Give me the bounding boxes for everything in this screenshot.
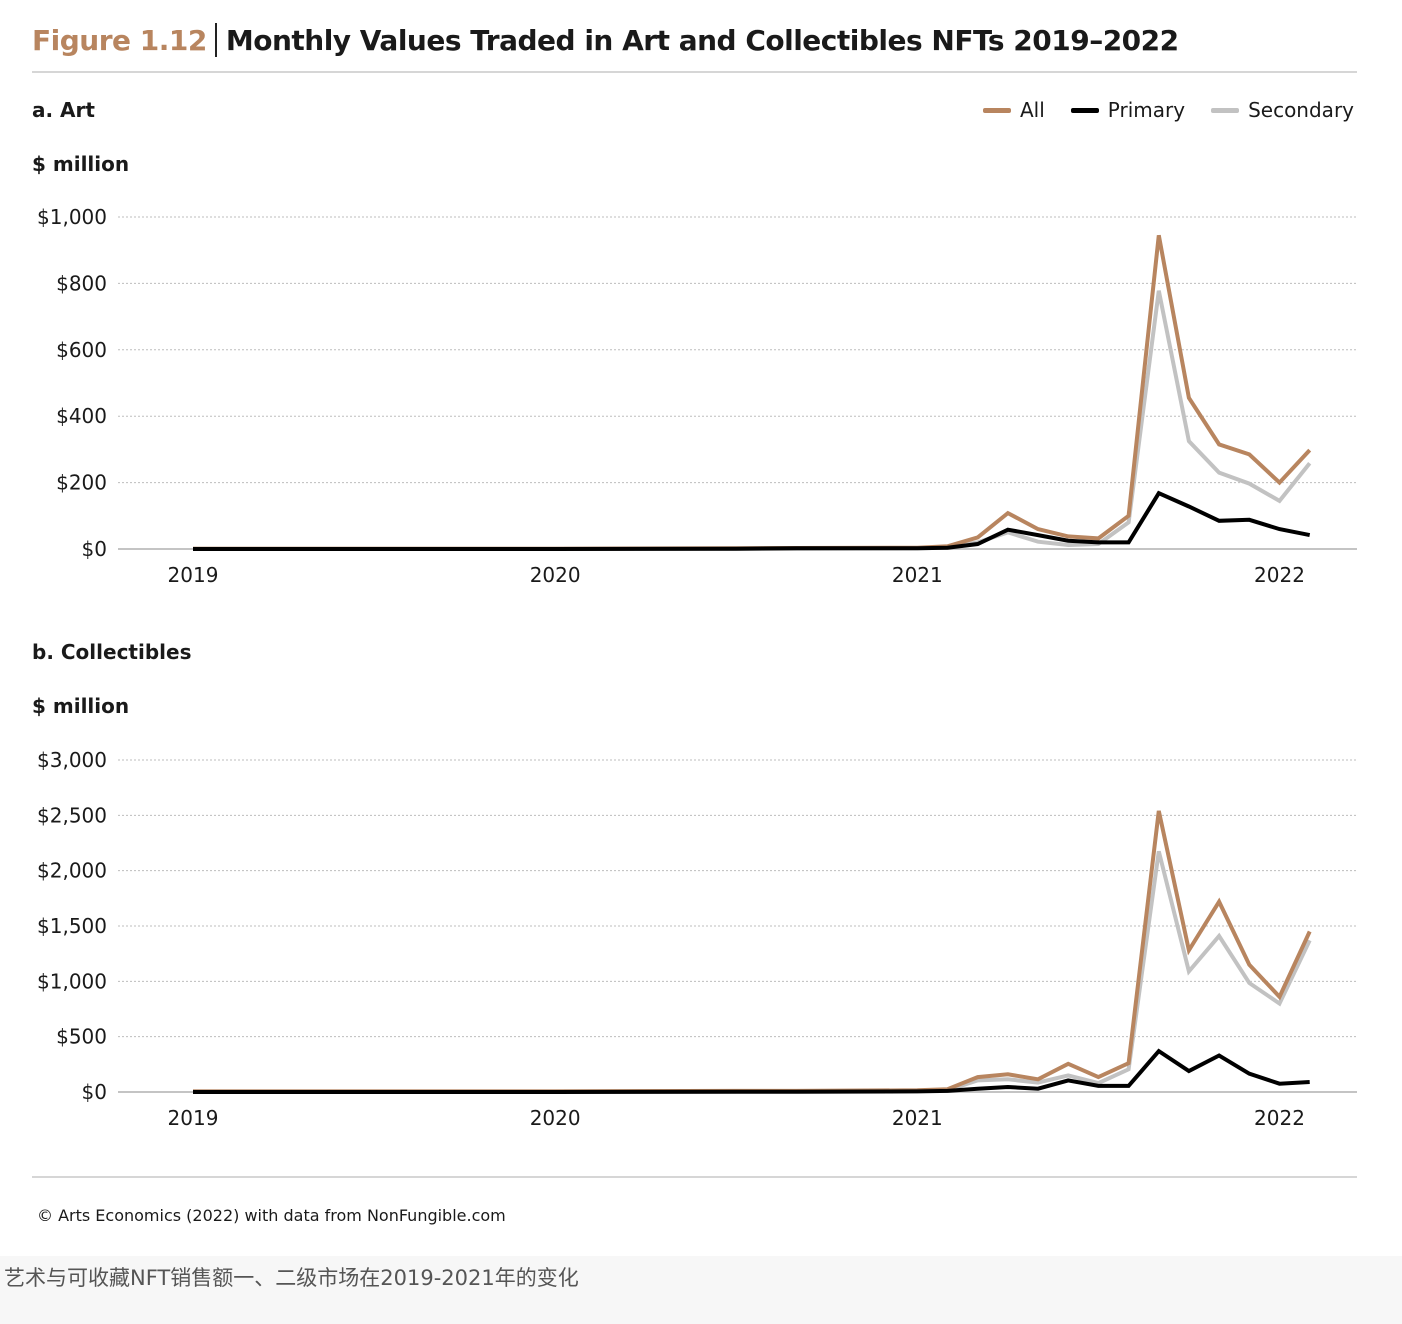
legend-item-primary: Primary [1070, 98, 1186, 122]
art-ytick-label: $1,000 [37, 205, 107, 229]
legend-item-secondary: Secondary [1211, 98, 1354, 122]
collectibles-xtick-label: 2019 [168, 1106, 219, 1130]
art-series-secondary [193, 290, 1312, 551]
collectibles-ytick-label: $2,500 [37, 803, 107, 827]
art-chart: $0 $200 $400 $600 $800 $1,000 2019 2020 2021 2022 [37, 205, 1357, 587]
collectibles-chart: $0 $500 $1,000 $1,500 $2,000 $2,500 $3,000 2019… [37, 748, 1357, 1130]
figure-sheet: Figure 1.12 Monthly Values Traded in Art… [32, 20, 1357, 1225]
figure-label: Figure 1.12 [32, 23, 207, 57]
collectibles-ytick-label: $500 [56, 1025, 107, 1049]
collectibles-series-secondary [193, 850, 1312, 1094]
art-xtick-label: 2019 [168, 563, 219, 587]
panel-b-unit-label: $ million [32, 694, 130, 718]
collectibles-xtick-label: 2020 [530, 1106, 581, 1130]
panel-a-unit-label: $ million [32, 152, 130, 176]
collectibles-series-primary [193, 1048, 1310, 1094]
legend-label-secondary: Secondary [1248, 98, 1354, 122]
legend-swatch-all [982, 107, 1011, 113]
art-xtick-label: 2022 [1254, 563, 1305, 587]
art-series-all [193, 234, 1312, 551]
collectibles-ytick-label: $3,000 [37, 748, 107, 772]
legend-swatch-secondary [1211, 107, 1240, 113]
collectibles-xtick-label: 2021 [892, 1106, 943, 1130]
art-ytick-label: $200 [56, 471, 107, 495]
figure-title-row: Figure 1.12 Monthly Values Traded in Art… [32, 20, 1179, 60]
panel-a-title: a. Art [32, 98, 95, 122]
art-ytick-label: $0 [82, 537, 107, 561]
collectibles-xtick-label: 2022 [1254, 1106, 1305, 1130]
legend-label-all: All [1019, 98, 1045, 122]
image-caption: 艺术与可收藏NFT销售额一、二级市场在2019-2021年的变化 [4, 1266, 579, 1290]
art-xtick-label: 2021 [892, 563, 943, 587]
legend-label-primary: Primary [1107, 98, 1186, 122]
source-note: © Arts Economics (2022) with data from N… [37, 1206, 506, 1225]
collectibles-ytick-label: $2,000 [37, 859, 107, 883]
collectibles-ytick-label: $0 [82, 1080, 107, 1104]
bottom-rule [32, 1176, 1357, 1178]
art-series-primary [193, 490, 1311, 551]
art-xtick-label: 2020 [530, 563, 581, 587]
collectibles-ytick-label: $1,500 [37, 914, 107, 938]
legend-item-all: All [982, 98, 1045, 122]
art-ytick-label: $600 [56, 338, 107, 362]
panel-b-title: b. Collectibles [32, 640, 192, 664]
collectibles-series-all [193, 810, 1312, 1094]
collectibles-ytick-label: $1,000 [37, 969, 107, 993]
legend-swatch-primary [1070, 107, 1099, 113]
legend: All Primary Secondary [982, 98, 1354, 122]
art-ytick-label: $800 [56, 271, 107, 295]
title-separator [214, 23, 217, 57]
figure-title: Monthly Values Traded in Art and Collect… [225, 23, 1179, 57]
top-rule [32, 71, 1357, 73]
art-ytick-label: $400 [56, 404, 107, 428]
